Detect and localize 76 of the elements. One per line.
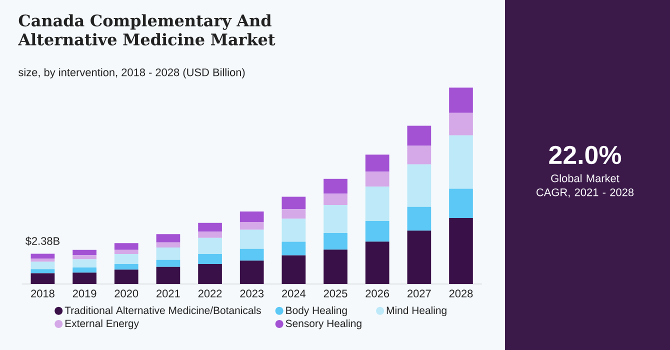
bar: [240, 212, 264, 222]
bar: [30, 254, 55, 258]
bar: [324, 232, 348, 250]
legend-label: Traditional Alternative Medicine/Botanicals: [64, 306, 261, 314]
bar: [449, 112, 473, 136]
bar: [72, 255, 96, 260]
bar: [324, 194, 348, 206]
text: 22.0%: [549, 146, 622, 164]
bar: [365, 186, 390, 221]
bar: [324, 178, 348, 194]
bar: [114, 270, 138, 284]
annotation: $2.38B: [25, 236, 60, 246]
bar: [407, 126, 432, 146]
bar: [72, 259, 96, 268]
bar: [198, 238, 222, 254]
bar: [282, 209, 306, 219]
bar: [30, 258, 55, 262]
bar: [114, 254, 138, 264]
bar: [240, 248, 264, 261]
x-tick-label: 2018: [31, 290, 54, 298]
bar: [449, 135, 473, 189]
x-tick-label: 2024: [282, 290, 306, 298]
bar: [156, 266, 180, 284]
bar: [198, 254, 222, 264]
bar: [407, 230, 432, 284]
x-tick-label: 2026: [366, 290, 390, 298]
bar: [114, 250, 138, 254]
bar: [449, 88, 473, 113]
bar: [365, 172, 390, 187]
x-tick-label: 2027: [408, 290, 431, 298]
text: Global Market CAGR, 2021 - 2028: [536, 174, 634, 198]
bar: [407, 206, 432, 231]
bar: [282, 255, 306, 284]
bar: [156, 260, 180, 267]
x-tick-label: 2022: [198, 290, 222, 298]
x-tick-label: 2019: [72, 290, 96, 298]
bar: [449, 188, 473, 218]
x-tick-label: 2021: [156, 290, 180, 298]
legend-label: Body Healing: [286, 306, 347, 316]
legend-label: Mind Healing: [386, 306, 446, 316]
x-tick-label: 2025: [324, 290, 348, 298]
bar: [282, 218, 306, 242]
bar: [240, 230, 264, 249]
chart-subtitle: size, by intervention, 2018 - 2028 (USD Billion): [18, 68, 245, 78]
bar: [30, 273, 55, 284]
bar: [114, 243, 138, 250]
bar: [72, 250, 96, 256]
legend-label: External Energy: [65, 319, 139, 330]
bar: [407, 146, 432, 164]
bar: [156, 242, 180, 248]
bar: [282, 242, 306, 256]
bar: [72, 268, 96, 273]
chart-title: Canada Complementary And Alternative Medicine Market: [18, 14, 276, 46]
bar: [449, 218, 473, 284]
bar: [324, 205, 348, 233]
bar: [156, 234, 180, 242]
x-tick-label: 2028: [449, 290, 473, 298]
bar: [30, 262, 55, 270]
bar: [365, 242, 390, 284]
bar: [198, 264, 222, 284]
bar: [30, 269, 55, 274]
x-tick-label: 2023: [240, 290, 264, 298]
bar: [407, 164, 432, 207]
bar: [240, 222, 264, 230]
bar: [365, 220, 390, 242]
bar: [198, 222, 222, 232]
bar: [365, 154, 390, 172]
bar: [72, 272, 96, 284]
x-tick-label: 2020: [114, 290, 138, 298]
bar: [114, 264, 138, 270]
bar: [324, 250, 348, 284]
legend-label: Sensory Healing: [286, 319, 362, 330]
bar: [156, 247, 180, 260]
bar: [240, 260, 264, 284]
bar: [282, 196, 306, 210]
bar: [198, 232, 222, 238]
